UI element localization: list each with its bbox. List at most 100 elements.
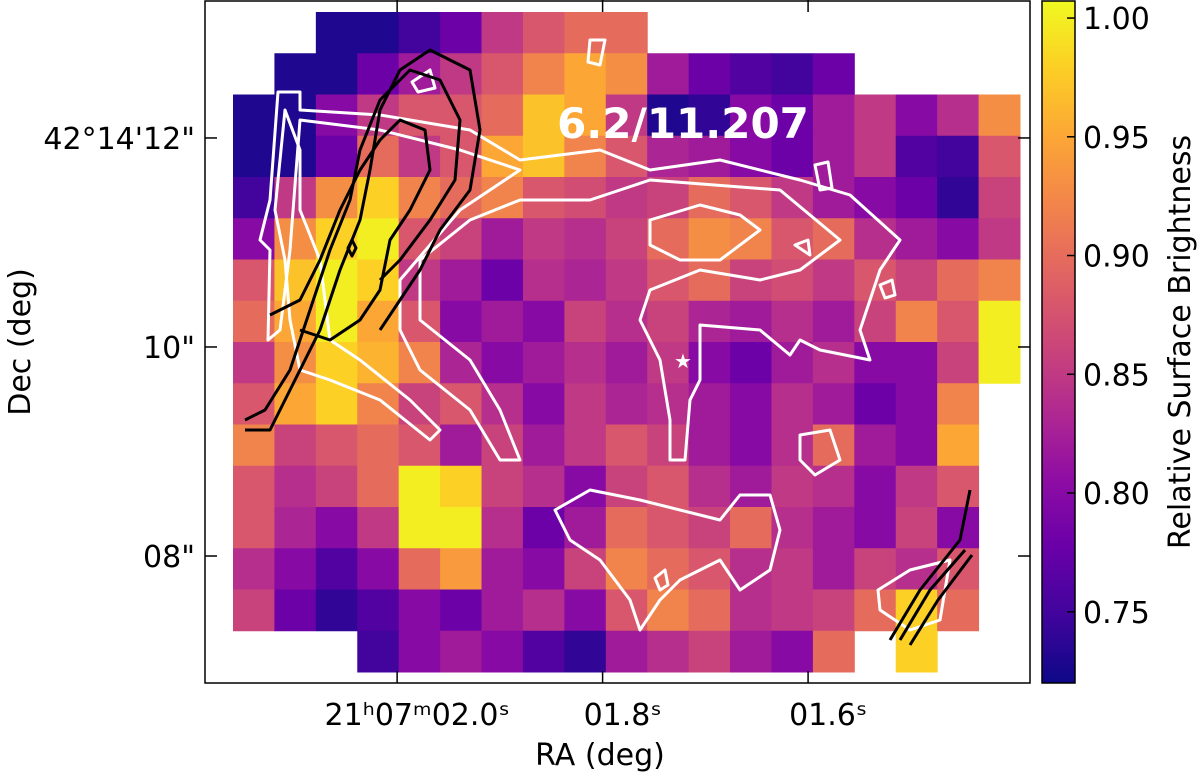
heatmap-cell (274, 94, 317, 137)
heatmap-cell (605, 12, 648, 54)
heatmap-cell (937, 218, 980, 260)
heatmap-cell (771, 424, 814, 467)
x-tick-label: 01.8ˢ (584, 698, 662, 733)
heatmap-cell (233, 177, 275, 219)
heatmap-cell (688, 630, 731, 673)
heatmap-cell (895, 259, 938, 302)
heatmap-cell (357, 548, 400, 590)
heatmap-cell (647, 300, 690, 343)
heatmap-cell (481, 12, 524, 54)
heatmap-cell (812, 630, 855, 673)
heatmap-cell (937, 259, 980, 302)
heatmap-cell (522, 630, 565, 673)
heatmap-cell (812, 507, 855, 549)
y-tick-label: 08" (143, 540, 195, 575)
heatmap-cell (481, 548, 524, 590)
heatmap-cell (688, 259, 731, 302)
heatmap-cell (357, 507, 400, 549)
heatmap-cell (978, 342, 1021, 384)
heatmap-cell (647, 259, 690, 302)
heatmap-cell (605, 507, 648, 549)
heatmap-cell (357, 12, 400, 54)
heatmap-cell (937, 424, 980, 467)
heatmap-cell (481, 465, 524, 508)
heatmap-cell (233, 94, 275, 137)
heatmap-cell (274, 53, 317, 95)
heatmap-cell (233, 218, 275, 260)
heatmap-cell (315, 589, 358, 632)
heatmap-cell (688, 53, 731, 95)
heatmap-cell (605, 630, 648, 673)
heatmap-cell (440, 342, 483, 384)
heatmap-cell (688, 218, 731, 260)
heatmap-cell (730, 630, 772, 673)
heatmap-cell (937, 548, 980, 590)
colorbar-tick-label: 0.75 (1083, 596, 1150, 631)
heatmap-cell (812, 548, 855, 590)
heatmap-cell (315, 507, 358, 549)
heatmap-cell (895, 218, 938, 260)
heatmap-cell (895, 94, 938, 137)
heatmap-cell (730, 53, 772, 95)
heatmap-cell (978, 135, 1021, 178)
heatmap-cell (937, 94, 980, 137)
heatmap-cell (398, 507, 441, 549)
heatmap-cell (605, 218, 648, 260)
heatmap-cell (937, 465, 980, 508)
heatmap-cell (688, 94, 731, 137)
heatmap-cell (937, 135, 980, 178)
heatmap-cell (730, 177, 772, 219)
heatmap-cell (937, 383, 980, 425)
heatmap (233, 12, 1021, 673)
heatmap-cell (647, 507, 690, 549)
heatmap-cell (522, 177, 565, 219)
heatmap-cell (937, 300, 980, 343)
heatmap-cell (522, 218, 565, 260)
heatmap-cell (688, 300, 731, 343)
heatmap-cell (730, 259, 772, 302)
heatmap-cell (647, 630, 690, 673)
heatmap-cell (895, 424, 938, 467)
heatmap-cell (564, 135, 607, 178)
heatmap-cell (771, 589, 814, 632)
heatmap-cell (564, 589, 607, 632)
heatmap-cell (564, 300, 607, 343)
heatmap-cell (522, 424, 565, 467)
heatmap-cell (357, 424, 400, 467)
heatmap-cell (812, 53, 855, 95)
heatmap-cell (440, 548, 483, 590)
colorbar (1041, 0, 1076, 684)
heatmap-cell (812, 259, 855, 302)
heatmap-cell (481, 342, 524, 384)
y-tick-label: 42°14'12" (43, 122, 195, 157)
heatmap-cell (274, 507, 317, 549)
heatmap-cell (357, 218, 400, 260)
heatmap-cell (315, 135, 358, 178)
heatmap-cell (274, 465, 317, 508)
heatmap-cell (978, 259, 1021, 302)
heatmap-cell (233, 548, 275, 590)
heatmap-cell (854, 135, 897, 178)
heatmap-cell (647, 94, 690, 137)
heatmap-cell (854, 177, 897, 219)
heatmap-cell (564, 12, 607, 54)
plot-frame (204, 0, 1031, 684)
heatmap-cell (564, 424, 607, 467)
heatmap-cell (771, 630, 814, 673)
heatmap-cell (522, 589, 565, 632)
heatmap-cell (854, 589, 897, 632)
heatmap-cell (564, 507, 607, 549)
heatmap-cell (688, 548, 731, 590)
heatmap-cell (895, 135, 938, 178)
heatmap-cell (564, 94, 607, 137)
heatmap-cell (688, 135, 731, 178)
heatmap-cell (481, 589, 524, 632)
heatmap-cell (398, 94, 441, 137)
heatmap-cell (233, 135, 275, 178)
heatmap-cell (771, 300, 814, 343)
heatmap-cell (440, 589, 483, 632)
heatmap-cell (564, 53, 607, 95)
heatmap-cell (771, 548, 814, 590)
heatmap-cell (812, 94, 855, 137)
heatmap-cell (771, 53, 814, 95)
